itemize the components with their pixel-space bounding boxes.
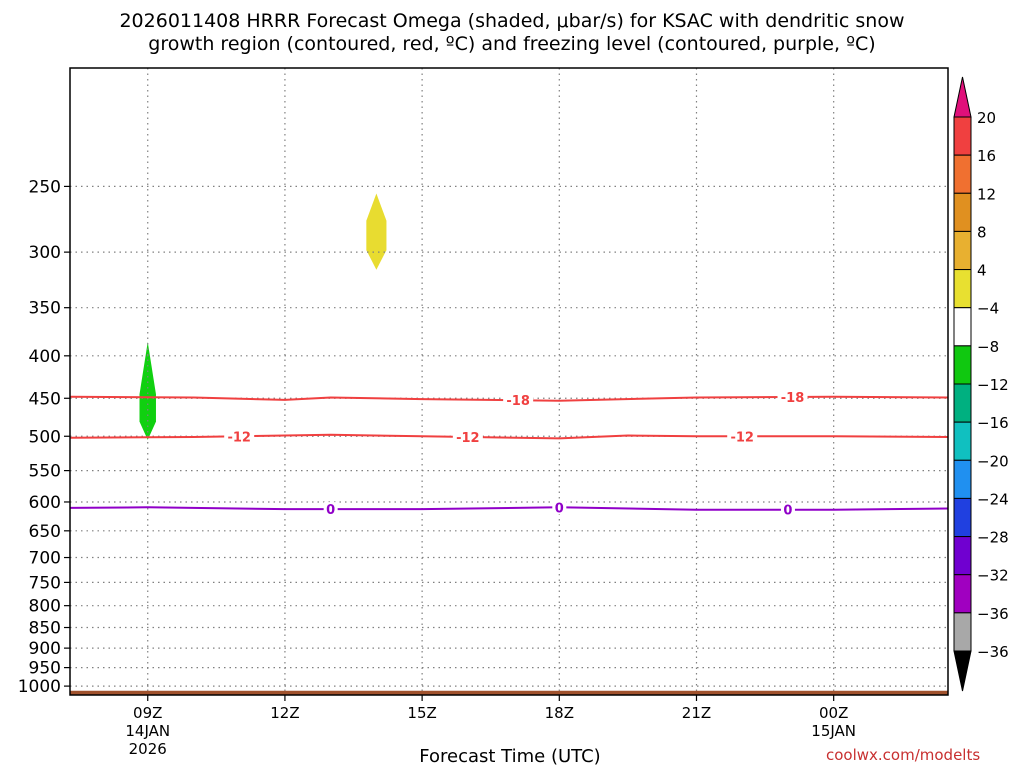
- colorbar-label: −12: [977, 376, 1009, 394]
- title-line-1: 2026011408 HRRR Forecast Omega (shaded, …: [119, 10, 905, 32]
- y-tick-label: 550: [29, 462, 61, 482]
- y-tick-label: 500: [29, 427, 61, 447]
- y-tick-label: 1000: [18, 677, 61, 697]
- x-tick-label: 09Z: [133, 704, 162, 722]
- contour-label: -12: [730, 430, 754, 445]
- contour-line: [69, 506, 949, 511]
- contour-label: -12: [456, 431, 480, 446]
- x-tick-label: 00Z: [819, 704, 848, 722]
- colorbar-label: −8: [977, 338, 999, 356]
- credit-link[interactable]: coolwx.com/modelts: [826, 746, 981, 764]
- colorbar-segment: [953, 116, 972, 156]
- colorbar-label: 8: [977, 223, 987, 241]
- x-tick-label: 15Z: [407, 704, 436, 722]
- contour-label-bg: [552, 500, 567, 515]
- y-axis-ticks: 2503003504004505005506006507007508008509…: [18, 177, 70, 697]
- colorbar-label: −16: [977, 414, 1009, 432]
- colorbar-top-arrow: [953, 76, 972, 118]
- grid-lines: [70, 68, 948, 695]
- y-tick-label: 750: [29, 573, 61, 593]
- contour-label-bg: [727, 429, 758, 444]
- colorbar-label: 12: [977, 185, 996, 203]
- contour-label: -18: [506, 394, 530, 409]
- contours: -18 -18 -12 -12 -12 0 0 0: [69, 389, 949, 519]
- colorbar-segment: [953, 459, 972, 499]
- contour-label-bg: [323, 502, 338, 517]
- y-tick-label: 850: [29, 619, 61, 639]
- x-tick-label: 18Z: [545, 704, 574, 722]
- contour-label: -18: [781, 391, 805, 406]
- contour-label: 0: [783, 504, 792, 519]
- contour-label-bg: [503, 393, 534, 408]
- colorbar-segment: [953, 307, 972, 347]
- contour-label-bg: [224, 429, 255, 444]
- colorbar-segment: [953, 497, 972, 538]
- x-tick-sublabel: 15JAN: [811, 722, 856, 740]
- x-tick-label: 21Z: [682, 704, 711, 722]
- colorbar-label: −32: [977, 567, 1009, 585]
- y-tick-label: 700: [29, 549, 61, 569]
- y-tick-label: 950: [29, 659, 61, 679]
- y-tick-label: 400: [29, 347, 61, 367]
- colorbar-segment: [953, 154, 972, 194]
- colorbar-segment: [953, 345, 972, 385]
- omega-area: [366, 193, 387, 270]
- contour-label: 0: [555, 501, 564, 516]
- omega-shading: [139, 193, 387, 440]
- contour-line: [69, 433, 949, 440]
- x-axis-title: Forecast Time (UTC): [419, 746, 601, 767]
- x-tick-label: 12Z: [270, 704, 299, 722]
- omega-area: [139, 342, 156, 440]
- colorbar-label: −36: [977, 605, 1009, 623]
- colorbar-segment: [953, 536, 972, 576]
- y-tick-label: 900: [29, 639, 61, 659]
- contour-label: -12: [227, 430, 251, 445]
- colorbar-segment: [953, 383, 972, 423]
- colorbar-segment: [953, 574, 972, 614]
- y-tick-label: 800: [29, 597, 61, 617]
- y-tick-label: 650: [29, 522, 61, 542]
- y-tick-label: 250: [29, 177, 61, 197]
- x-tick-sublabel: 2026: [129, 740, 167, 758]
- colorbar: 20 16 12 8 4 −4 −8 −12 −16 −20 −24 −28 −32 −36 −36: [953, 76, 1009, 692]
- contour-label-bg: [777, 389, 808, 404]
- colorbar-label: 4: [977, 262, 987, 280]
- x-tick-sublabel: 14JAN: [125, 722, 170, 740]
- colorbar-label: −20: [977, 452, 1009, 470]
- colorbar-label: −4: [977, 300, 999, 318]
- y-tick-label: 300: [29, 243, 61, 263]
- plot-frame: [69, 67, 949, 696]
- y-tick-label: 600: [29, 493, 61, 513]
- colorbar-label: 20: [977, 109, 996, 127]
- y-tick-label: 350: [29, 299, 61, 319]
- contour-label-bg: [452, 429, 483, 444]
- contour-label: 0: [326, 503, 335, 518]
- ground-layer: [70, 690, 948, 695]
- colorbar-segment: [953, 192, 972, 232]
- colorbar-segment: [953, 421, 972, 461]
- colorbar-label: −28: [977, 529, 1009, 547]
- colorbar-segment: [953, 269, 972, 309]
- title-line-2: growth region (contoured, red, ºC) and f…: [148, 33, 876, 55]
- ground-fill: [70, 690, 948, 695]
- colorbar-segment: [953, 612, 972, 652]
- colorbar-label: −36: [977, 643, 1009, 661]
- y-tick-label: 450: [29, 389, 61, 409]
- colorbar-segment: [953, 230, 972, 271]
- chart-title: 2026011408 HRRR Forecast Omega (shaded, …: [0, 10, 1024, 56]
- colorbar-label: 16: [977, 147, 996, 165]
- colorbar-bottom-arrow: [953, 650, 972, 692]
- contour-label-bg: [780, 502, 795, 517]
- colorbar-label: −24: [977, 490, 1009, 508]
